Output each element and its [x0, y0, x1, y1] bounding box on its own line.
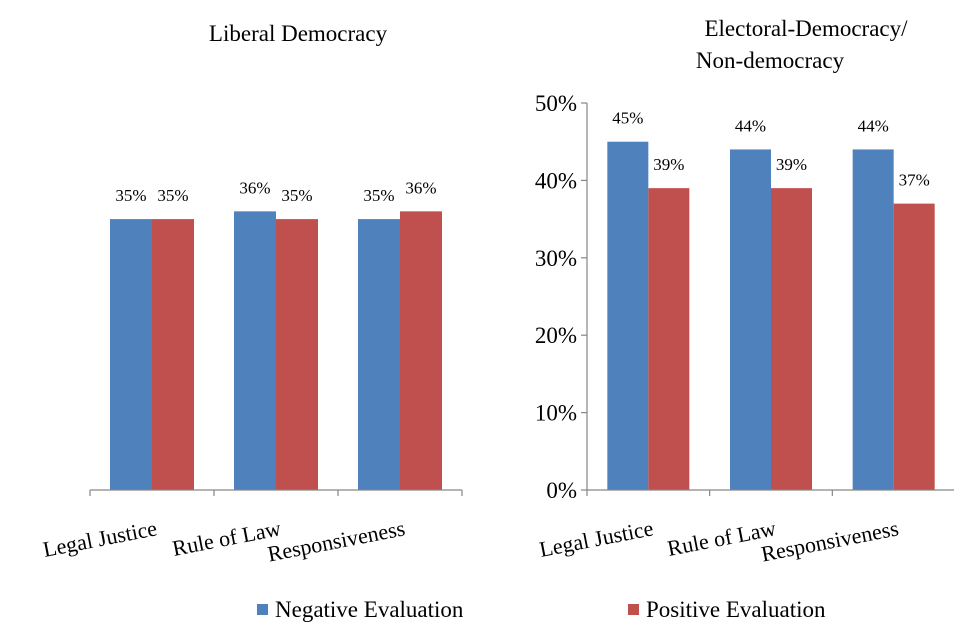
right-category-label-0: Legal Justice [537, 515, 655, 562]
legend-label-positive: Positive Evaluation [646, 597, 826, 622]
left-category-label-0: Legal Justice [41, 515, 159, 562]
right-data-label-negative-1: 44% [735, 116, 766, 135]
right-chart-title-line-2: Non-democracy [696, 48, 845, 73]
left-bar-positive-1 [276, 219, 318, 490]
right-y-tick-label-3: 30% [535, 246, 577, 271]
left-data-label-negative-1: 36% [239, 178, 270, 197]
electoral-democracy-chart: Electoral-Democracy/ Non-democracy 0% 10%… [535, 16, 954, 566]
right-category-label-2: Responsiveness [759, 515, 901, 566]
right-chart-title-line-1: Electoral-Democracy/ [704, 16, 908, 41]
liberal-democracy-chart: Liberal Democracy 35% 35% Legal Justice 36%… [41, 21, 463, 566]
left-bar-negative-2 [358, 219, 400, 490]
right-y-tick-label-1: 10% [535, 401, 577, 426]
right-y-tick-label-4: 40% [535, 168, 577, 193]
left-bar-positive-2 [400, 211, 442, 491]
legend-swatch-negative [257, 604, 268, 615]
right-data-label-negative-2: 44% [858, 116, 889, 135]
right-y-tick-label-2: 20% [535, 323, 577, 348]
right-y-tick-label-5: 50% [535, 91, 577, 116]
right-bar-negative-2 [852, 149, 894, 490]
left-data-label-negative-2: 35% [363, 186, 394, 205]
left-bar-negative-1 [234, 211, 276, 491]
right-y-tick-label-0: 0% [546, 478, 577, 503]
right-bar-negative-0 [607, 141, 649, 490]
right-data-label-negative-0: 45% [612, 109, 643, 128]
left-bar-positive-0 [152, 219, 194, 490]
legend-label-negative: Negative Evaluation [275, 597, 464, 622]
left-data-label-positive-1: 35% [281, 186, 312, 205]
legend: Negative Evaluation Positive Evaluation [257, 597, 826, 622]
right-data-label-positive-0: 39% [653, 155, 684, 174]
left-bar-negative-0 [110, 219, 152, 490]
left-data-label-positive-2: 36% [405, 178, 436, 197]
left-data-label-negative-0: 35% [115, 186, 146, 205]
left-category-label-1: Rule of Law [170, 515, 283, 561]
left-category-label-2: Responsiveness [265, 515, 407, 566]
right-bar-negative-1 [730, 149, 771, 490]
right-bar-positive-2 [893, 203, 935, 490]
right-data-label-positive-1: 39% [776, 155, 807, 174]
right-bar-positive-1 [771, 188, 812, 490]
left-data-label-positive-0: 35% [157, 186, 188, 205]
legend-swatch-positive [628, 604, 639, 615]
right-data-label-positive-2: 37% [899, 171, 930, 190]
left-chart-title: Liberal Democracy [209, 21, 388, 46]
right-bar-positive-0 [648, 188, 690, 490]
